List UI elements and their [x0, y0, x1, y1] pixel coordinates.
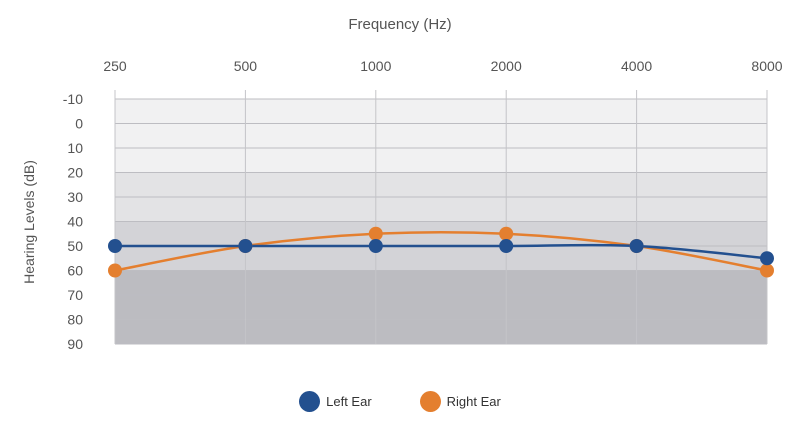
right-ear-point	[499, 226, 514, 241]
left-ear-point	[629, 239, 644, 253]
x-tick-label: 1000	[360, 58, 391, 74]
y-tick-label: -10	[63, 91, 83, 107]
audiogram-chart: 250 500 1000 2000 4000 8000 -10 0 10 20 30 40 50 60 7…	[63, 58, 783, 352]
legend: Left Ear Right Ear	[0, 391, 800, 412]
series-points	[108, 226, 774, 278]
legend-item-left-ear[interactable]: Left Ear	[299, 391, 372, 412]
legend-item-right-ear[interactable]: Right Ear	[419, 391, 501, 412]
x-tick-label: 500	[234, 58, 258, 74]
x-axis-title: Frequency (Hz)	[348, 16, 452, 33]
y-tick-label: 40	[67, 214, 83, 230]
legend-label: Left Ear	[326, 394, 372, 409]
y-tick-label: 90	[67, 336, 83, 352]
band	[115, 270, 767, 344]
x-tick-label: 250	[103, 58, 127, 74]
y-tick-label: 30	[67, 189, 83, 205]
x-tick-label: 8000	[751, 58, 782, 74]
y-tick-label: 70	[67, 287, 83, 303]
y-tick-label: 0	[75, 116, 83, 132]
left-ear-point	[499, 239, 514, 253]
right-ear-point	[108, 263, 122, 278]
y-tick-label: 10	[67, 140, 83, 156]
y-tick-label: 20	[67, 165, 83, 181]
left-ear-point	[108, 239, 122, 253]
series-line-left-ear	[114, 243, 768, 260]
x-tick-labels: 250 500 1000 2000 4000 8000	[103, 58, 782, 74]
y-tick-label: 80	[67, 312, 83, 328]
y-tick-labels: -10 0 10 20 30 40 50 60 70 80 90	[63, 91, 83, 352]
left-ear-point	[238, 239, 253, 253]
grid-lines	[114, 90, 768, 345]
x-tick-label: 4000	[621, 58, 652, 74]
left-ear-point	[760, 251, 774, 266]
legend-label: Right Ear	[446, 394, 501, 409]
right-ear-point	[368, 226, 383, 241]
band	[115, 99, 767, 173]
right-ear-marker-icon	[419, 391, 441, 412]
right-ear-point	[760, 263, 774, 278]
series-line-right-ear	[114, 230, 768, 272]
x-tick-label: 2000	[491, 58, 522, 74]
left-ear-marker-icon	[299, 391, 321, 412]
series-lines	[114, 230, 768, 272]
y-tick-label: 50	[67, 238, 83, 254]
y-tick-label: 60	[67, 263, 83, 279]
left-ear-point	[368, 239, 383, 253]
